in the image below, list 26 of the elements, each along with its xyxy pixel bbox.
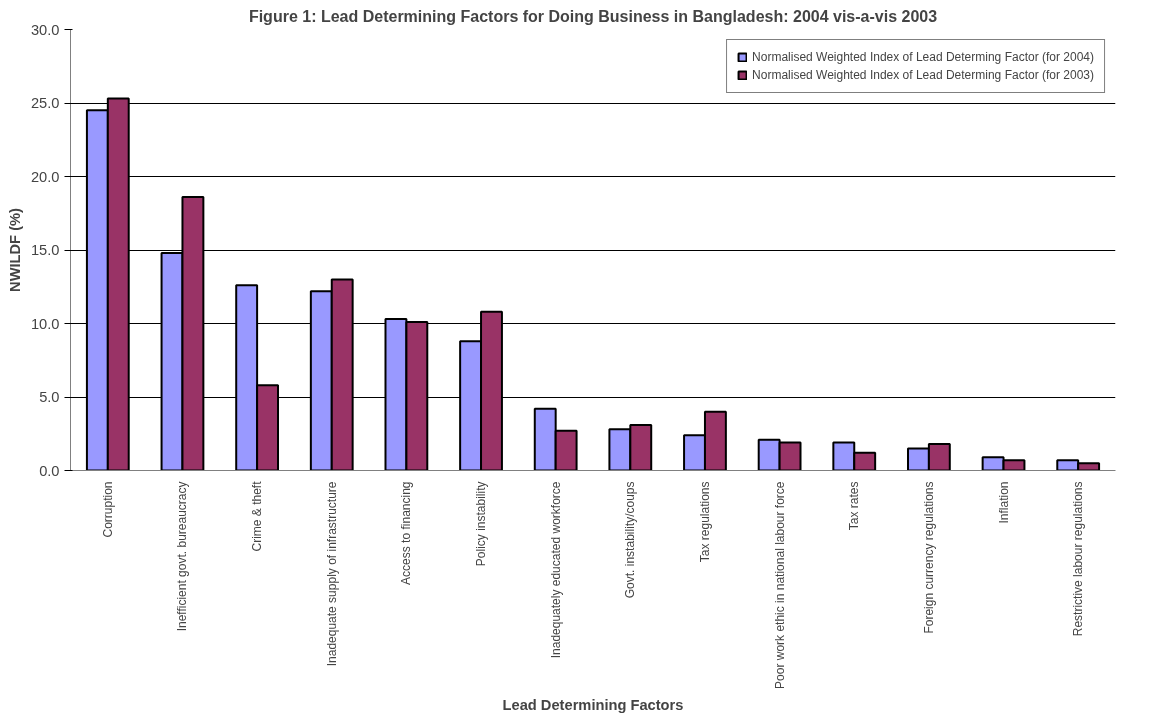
x-tick-label: Policy instability <box>474 481 489 567</box>
x-tick-label: Poor work ethic in national labour force <box>772 481 787 689</box>
y-tick-label: 30.0 <box>30 21 60 38</box>
y-tick-label: 0.0 <box>39 462 60 479</box>
x-tick-label: Crime & theft <box>250 480 265 552</box>
chart-title: Figure 1: Lead Determining Factors for Doing Business in Bangladesh: 2004 vis-a-vis 2003 <box>248 7 938 25</box>
x-axis-title: Lead Determining Factors <box>502 696 684 713</box>
x-tick-label: Restrictive labour regulations <box>1071 481 1086 637</box>
x-tick-label: Inadequately educated workforce <box>548 481 563 659</box>
x-tick-label: Access to financing <box>399 481 414 585</box>
legend-label: Normalised Weighted Index of Lead Determing Factor (for 2003) <box>752 68 1094 82</box>
x-tick-label: Govt. instability/coups <box>623 481 638 599</box>
x-tick-label: Inadequate supply of infrastructure <box>324 481 339 667</box>
x-tick-label: Tax rates <box>847 481 862 531</box>
y-axis-title: NWILDF (%) <box>6 207 23 292</box>
y-tick-label: 15.0 <box>30 242 60 258</box>
x-tick-label: Corruption <box>100 481 115 538</box>
legend-label: Normalised Weighted Index of Lead Determing Factor (for 2004) <box>752 50 1094 64</box>
x-tick-label: Tax regulations <box>697 481 712 563</box>
y-tick-label: 20.0 <box>30 168 60 185</box>
x-tick-label: Inefficient govt. bureaucracy <box>175 481 190 632</box>
y-tick-label: 25.0 <box>30 95 60 111</box>
y-tick-label: 5.0 <box>39 389 60 405</box>
y-tick-label: 10.0 <box>30 315 60 332</box>
x-tick-label: Inflation <box>996 481 1011 524</box>
x-tick-label: Foreign currency regulations <box>921 481 936 634</box>
